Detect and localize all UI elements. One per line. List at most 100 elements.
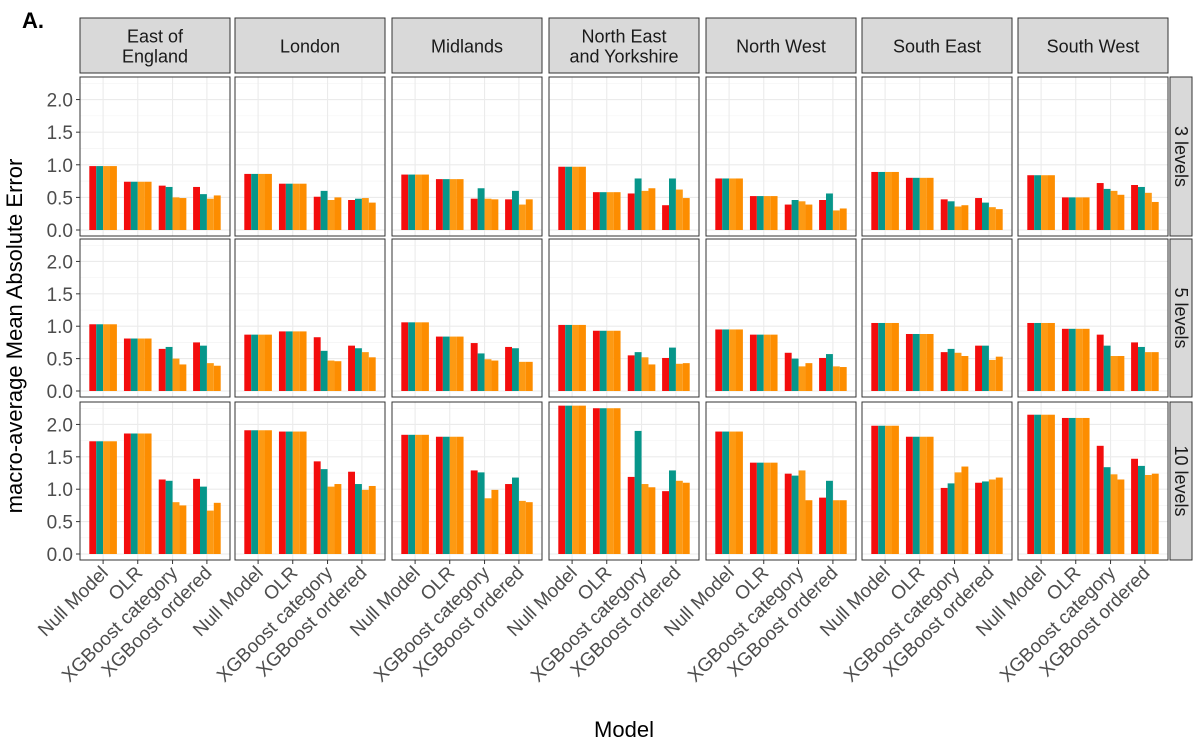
bar [892,425,899,554]
bar [579,405,586,554]
bar [512,190,519,230]
row-strip [1169,76,1193,237]
bar [784,473,792,554]
bar [558,166,566,230]
bar [327,486,335,554]
bar [484,498,492,554]
bar [123,181,131,230]
bar [599,330,607,391]
bar [627,193,635,230]
bar [565,166,573,230]
bar [662,357,669,391]
bar [892,322,899,391]
bar [449,179,457,230]
bar [1096,183,1104,230]
bar [258,430,265,554]
column-strip-label: England [122,47,188,67]
bar [648,364,656,391]
bar [144,338,152,391]
bar [736,431,743,554]
bar [1075,197,1083,230]
row-strip-label: 5 levels [1171,287,1191,348]
bar [320,469,328,554]
y-tick-label: 2.0 [47,252,73,273]
row-strip [1169,238,1193,398]
bar [1103,345,1111,391]
bar [892,171,899,230]
bar [361,198,369,230]
bar [919,333,927,391]
bar [408,434,416,554]
bar [401,174,409,230]
bar [435,436,443,554]
bar [110,166,117,230]
bar [449,436,457,554]
y-tick-label: 1.5 [47,448,73,469]
bar [982,481,989,554]
bar [244,430,252,554]
bar [669,347,676,391]
row-strip-label: 3 levels [1171,126,1191,187]
bar [995,209,1003,230]
bar [926,177,934,230]
column-strip-label: London [280,37,340,57]
bar [518,204,526,230]
bar [408,322,416,391]
bar [456,179,464,230]
column-strip-label: North East [581,27,666,47]
bar [736,329,743,391]
bar [361,352,369,391]
bar [158,479,166,554]
bar [770,196,778,230]
row-strip [1169,401,1193,561]
bar [110,324,117,391]
bar [756,196,764,230]
bar [736,178,743,230]
bar [722,431,730,554]
bar [961,205,969,230]
bar [518,500,526,554]
bar [361,489,369,554]
bar [292,331,300,391]
panel-border [1017,76,1169,237]
bar [641,484,649,554]
bar [648,487,656,554]
y-tick-label: 1.5 [47,285,73,306]
bar [525,502,533,554]
bar [1082,197,1090,230]
bar [682,198,690,230]
bar [442,336,450,391]
panel-border [861,401,1013,561]
bar [470,470,478,554]
bar [1117,479,1125,554]
bar [244,334,252,391]
column-strip [234,17,386,74]
bar [919,436,927,554]
bar [599,408,607,554]
bar [144,433,152,554]
bar [299,431,307,554]
bar [251,334,259,391]
bar [905,177,913,230]
bar [926,333,934,391]
bar [682,482,690,554]
bar [415,322,422,391]
bar [947,201,955,230]
bar [805,500,813,554]
bar [565,324,573,391]
bar [1110,474,1118,554]
bar [572,324,579,391]
bar [477,353,485,391]
bar [193,342,200,391]
bar [1034,322,1042,391]
bar [1138,346,1145,391]
bar [954,206,962,230]
bar [926,436,934,554]
panel-label: A. [22,8,44,33]
bar [525,199,533,230]
bar [368,357,376,391]
bar [401,434,409,554]
bar [165,480,173,554]
bar [826,480,833,554]
